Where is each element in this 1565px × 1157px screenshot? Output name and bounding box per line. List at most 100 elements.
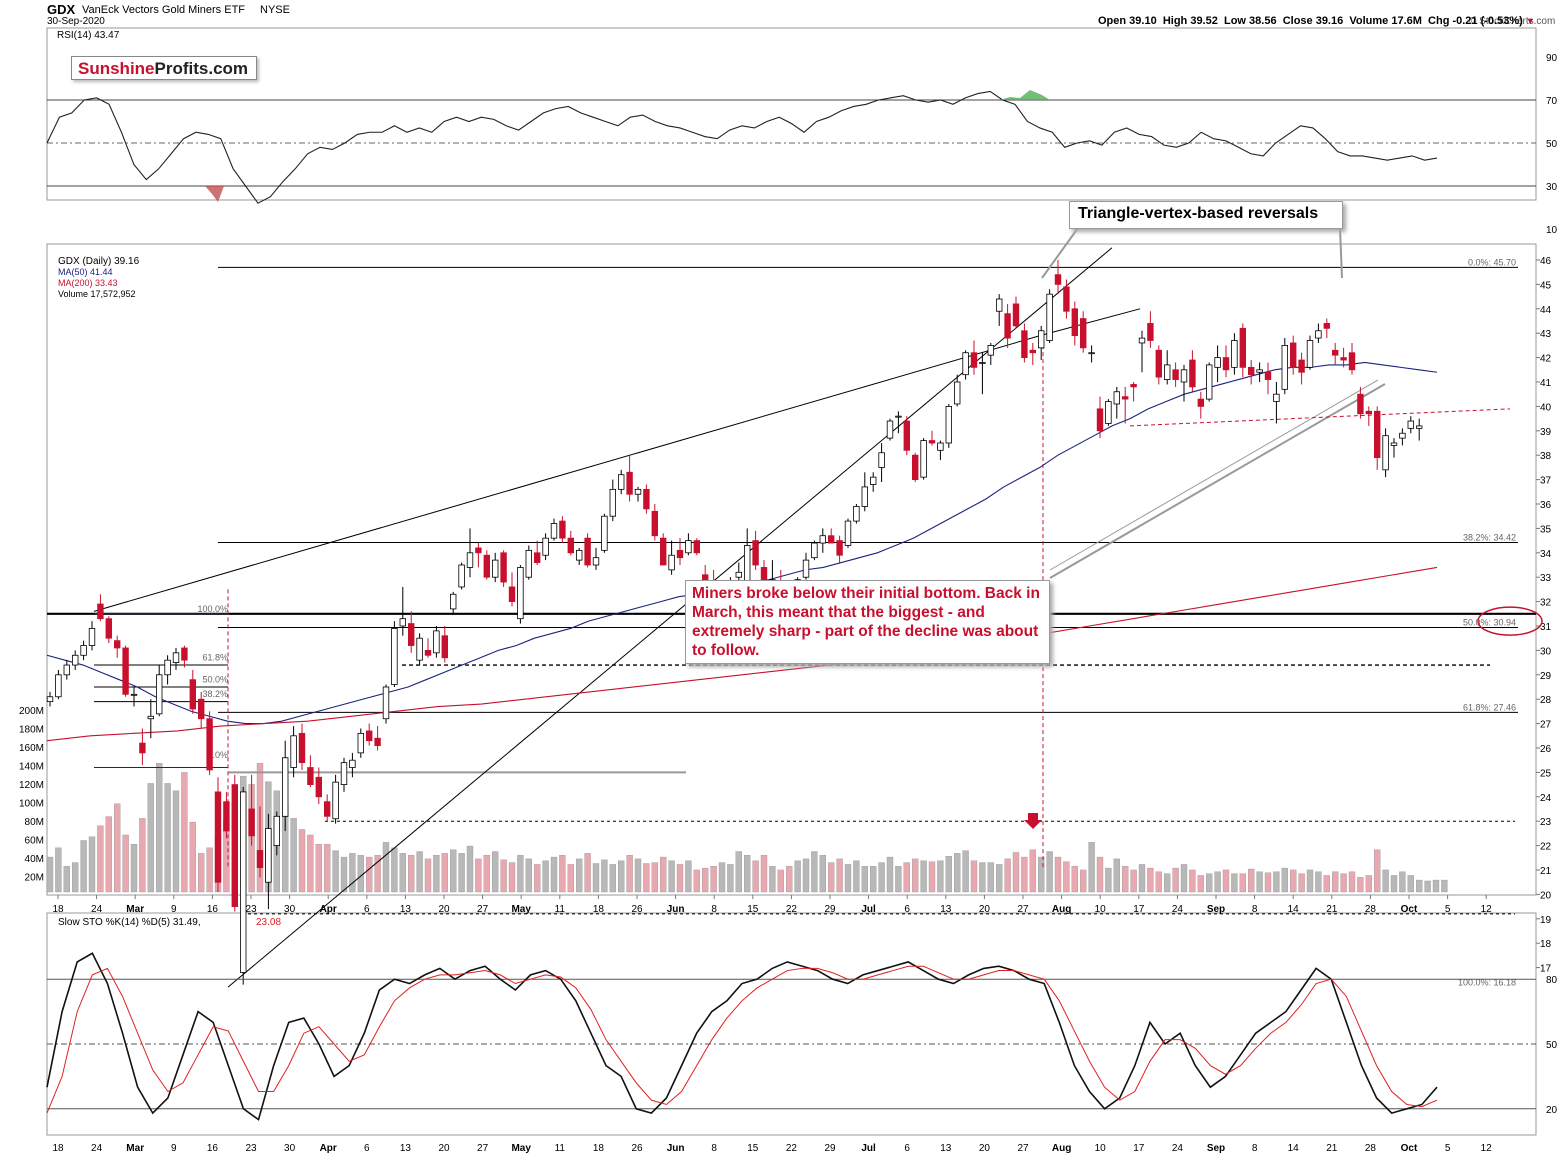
callout-line xyxy=(1041,227,1079,279)
candle-body xyxy=(912,454,919,481)
x-tick-label-bottom: Sep xyxy=(1207,1143,1225,1154)
candle-body xyxy=(365,730,373,742)
x-tick-label-bottom: 22 xyxy=(786,1143,798,1154)
candle-body xyxy=(332,781,339,820)
candle-body xyxy=(391,628,398,685)
candle-body xyxy=(1029,349,1036,354)
volume-bar xyxy=(886,856,894,893)
candle-body xyxy=(122,647,129,695)
candle-body xyxy=(1390,442,1398,446)
x-tick-label-bottom: 27 xyxy=(1017,1143,1029,1154)
volume-bar xyxy=(340,856,348,893)
candle-body xyxy=(1105,401,1112,424)
volume-bar xyxy=(130,844,138,893)
x-tick-label: 27 xyxy=(477,904,489,915)
volume-bar xyxy=(1399,871,1406,893)
candle-body xyxy=(214,791,222,883)
candle-body xyxy=(1365,410,1372,415)
volume-bar xyxy=(676,864,684,893)
volume-tick-label: 140M xyxy=(19,762,44,773)
candle-body xyxy=(828,535,835,544)
x-tick-label: 24 xyxy=(1172,904,1184,915)
x-tick-label: 27 xyxy=(1017,904,1029,915)
x-tick-label-bottom: 20 xyxy=(979,1143,991,1154)
volume-bar xyxy=(811,851,818,893)
volume-bar xyxy=(399,853,406,893)
candle-body xyxy=(147,715,154,720)
volume-bar xyxy=(198,853,205,893)
candle-body xyxy=(155,674,163,715)
volume-bar xyxy=(559,855,566,893)
callout-line xyxy=(1339,227,1343,279)
x-tick-label-bottom: 9 xyxy=(171,1143,177,1154)
volume-bar xyxy=(88,836,96,893)
volume-bar xyxy=(424,858,432,893)
candle-body xyxy=(475,547,482,554)
x-tick-label: 13 xyxy=(940,904,952,915)
x-tick-label-bottom: 18 xyxy=(52,1143,64,1154)
x-tick-label-bottom: 12 xyxy=(1481,1143,1493,1154)
sto-tick-label: 80 xyxy=(1546,975,1558,986)
price-tick-label: 35 xyxy=(1540,524,1552,535)
volume-bar xyxy=(1113,858,1120,893)
volume-bar xyxy=(1264,872,1272,893)
volume-bar xyxy=(1306,869,1314,893)
candle-body xyxy=(189,679,196,710)
logo-part-2: Profits.com xyxy=(154,59,249,78)
volume-bar xyxy=(937,860,944,893)
x-tick-label: Mar xyxy=(126,904,144,915)
x-tick-label: 22 xyxy=(786,904,798,915)
header-ohlc: Open 39.10 High 39.52 Low 38.56 Close 39… xyxy=(1098,15,1535,27)
volume-bar xyxy=(441,853,448,893)
candle-body xyxy=(550,523,558,539)
candle-body xyxy=(811,542,818,559)
candle-body xyxy=(1138,337,1146,344)
price-tick-label: 17 xyxy=(1540,964,1552,975)
candle-body xyxy=(323,801,331,817)
volume-bar xyxy=(1063,861,1070,893)
candle-body xyxy=(416,637,423,661)
volume-bar xyxy=(1222,869,1230,893)
rsi-overbought-fill xyxy=(1000,90,1050,100)
x-tick-label-bottom: 16 xyxy=(207,1143,219,1154)
x-tick-label-bottom: 15 xyxy=(747,1143,759,1154)
header-chg: Chg -0.21 (-0.53%) xyxy=(1428,15,1523,27)
rsi-panel xyxy=(46,27,1537,201)
volume-bar xyxy=(1012,852,1020,893)
candle-body xyxy=(197,698,205,720)
candle-body xyxy=(130,693,138,696)
volume-bar xyxy=(1424,880,1431,893)
x-tick-label-bottom: 18 xyxy=(593,1143,605,1154)
price-tick-label: 34 xyxy=(1540,549,1552,560)
x-tick-label: 12 xyxy=(1481,904,1493,915)
volume-bar xyxy=(945,855,952,893)
fib-right-label: 100.0%: 16.18 xyxy=(1458,978,1516,988)
volume-bar xyxy=(996,864,1003,893)
volume-bar xyxy=(592,863,600,893)
candle-body xyxy=(1189,359,1196,388)
x-tick-label: Oct xyxy=(1401,904,1418,915)
candle-body xyxy=(466,552,474,568)
x-tick-label: 28 xyxy=(1365,904,1377,915)
candle-body xyxy=(105,618,112,639)
candle-body xyxy=(483,554,490,578)
fib-left-label: 38.2% xyxy=(202,689,228,699)
candle-body xyxy=(676,549,684,559)
volume-bar xyxy=(618,860,625,893)
price-tick-label: 22 xyxy=(1540,842,1552,853)
candle-body xyxy=(668,554,675,571)
volume-bar xyxy=(433,855,440,893)
x-tick-label-bottom: May xyxy=(511,1143,531,1154)
x-tick-label-bottom: Oct xyxy=(1401,1143,1418,1154)
candle-body xyxy=(954,381,961,405)
volume-bar xyxy=(307,834,314,893)
fib-right-label: 38.2%: 34.42 xyxy=(1463,533,1516,543)
volume-bar xyxy=(1197,875,1204,893)
volume-bar xyxy=(1239,873,1246,893)
volume-bar xyxy=(1248,868,1255,893)
volume-bar xyxy=(828,862,835,893)
x-tick-label: 9 xyxy=(171,904,177,915)
candle-body xyxy=(996,298,1003,312)
volume-tick-label: 20M xyxy=(25,873,44,884)
volume-bar xyxy=(660,856,667,893)
